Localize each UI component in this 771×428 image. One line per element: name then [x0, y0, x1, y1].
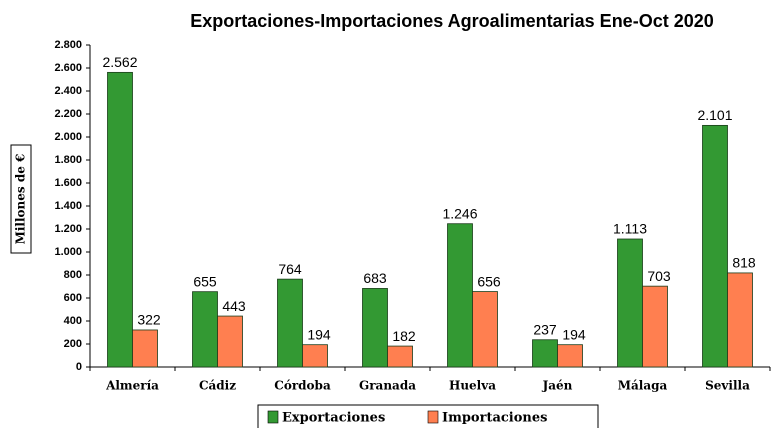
- y-tick-label: 1.400: [54, 200, 82, 212]
- x-tick-label: Cádiz: [199, 379, 236, 393]
- value-label: 237: [533, 321, 557, 337]
- value-label: 1.113: [613, 221, 647, 237]
- bar: [447, 223, 473, 368]
- bar: [472, 291, 498, 368]
- x-tick-label: Huelva: [449, 379, 496, 393]
- y-tick-label: 2.200: [54, 108, 82, 120]
- bar: [387, 345, 413, 368]
- y-axis-label: Millones de €: [14, 154, 28, 245]
- bar: [132, 329, 158, 368]
- bar: [532, 339, 558, 368]
- bar: [617, 238, 643, 368]
- value-label: 2.562: [102, 54, 137, 70]
- bar: [557, 344, 583, 368]
- y-tick-label: 200: [64, 338, 82, 350]
- value-label: 703: [647, 268, 671, 284]
- legend-swatch: [427, 410, 439, 424]
- value-label: 443: [222, 298, 246, 314]
- bar: [217, 315, 243, 368]
- value-label: 683: [363, 270, 387, 286]
- value-label: 1.246: [442, 205, 477, 221]
- value-label: 182: [392, 328, 416, 344]
- bar: [362, 288, 388, 368]
- value-label: 656: [477, 273, 501, 289]
- y-tick-label: 600: [64, 292, 82, 304]
- bar: [107, 71, 133, 368]
- bar: [302, 344, 328, 368]
- x-tick-label: Granada: [359, 379, 416, 393]
- value-label: 655: [193, 273, 217, 289]
- value-label: 764: [278, 261, 302, 277]
- y-tick-label: 1.200: [54, 223, 82, 235]
- y-tick-label: 1.800: [54, 154, 82, 166]
- value-label: 2.101: [697, 107, 732, 123]
- y-tick-label: 2.800: [54, 39, 82, 51]
- y-label-box: [10, 144, 32, 254]
- legend-label: Importaciones: [442, 411, 547, 426]
- legend-swatch: [267, 410, 279, 424]
- legend-label: Exportaciones: [282, 411, 385, 426]
- x-tick-label: Jaén: [542, 379, 573, 393]
- value-label: 322: [137, 312, 161, 328]
- y-tick-label: 1.600: [54, 177, 82, 189]
- y-tick-label: 400: [64, 315, 82, 327]
- x-tick-label: Málaga: [618, 379, 668, 393]
- bar: [277, 278, 303, 368]
- y-tick-label: 2.600: [54, 62, 82, 74]
- y-tick-label: 2.000: [54, 131, 82, 143]
- y-tick-label: 800: [64, 269, 82, 281]
- x-tick-label: Sevilla: [705, 379, 750, 393]
- value-label: 194: [562, 326, 586, 342]
- chart-title: Exportaciones-Importaciones Agroalimenta…: [190, 11, 714, 31]
- bar: [192, 291, 218, 368]
- bar: [702, 124, 728, 368]
- x-tick-label: Córdoba: [274, 379, 331, 393]
- bar: [642, 285, 668, 368]
- x-tick-label: Almería: [105, 379, 159, 393]
- y-tick-label: 2.400: [54, 85, 82, 97]
- bar: [727, 272, 753, 368]
- y-tick-label: 0: [76, 361, 82, 373]
- value-label: 818: [732, 255, 756, 271]
- value-label: 194: [307, 326, 331, 342]
- y-tick-label: 1.000: [54, 246, 82, 258]
